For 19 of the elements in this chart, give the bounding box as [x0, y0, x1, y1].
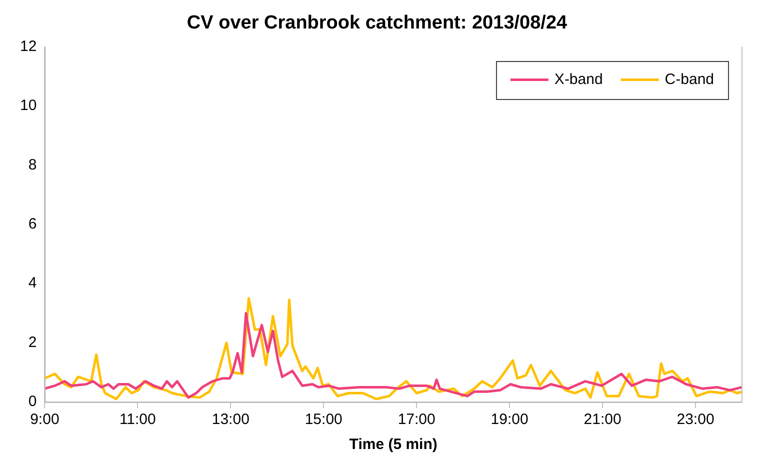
x-tick-label: 13:00: [212, 411, 250, 428]
y-tick-label: 6: [28, 216, 37, 233]
x-tick-label: 17:00: [398, 411, 436, 428]
x-tick-label: 21:00: [584, 411, 622, 428]
x-tick-label: 19:00: [490, 411, 528, 428]
y-tick-label: 12: [20, 38, 37, 55]
legend-label: X-band: [554, 70, 603, 88]
x-axis-title: Time (5 min): [349, 436, 438, 454]
y-tick-label: 8: [28, 156, 37, 174]
y-tick-label: 2: [28, 334, 37, 351]
y-tick-label: 0: [28, 393, 37, 410]
x-tick-label: 15:00: [304, 411, 342, 428]
x-tick-label: 23:00: [676, 411, 714, 428]
legend-label: C-band: [664, 70, 714, 88]
x-tick-label: 11:00: [119, 411, 156, 428]
x-tick-label: 9:00: [30, 411, 60, 428]
y-tick-label: 4: [28, 274, 37, 292]
chart-title: CV over Cranbrook catchment: 2013/08/24: [186, 12, 568, 34]
y-tick-label: 10: [20, 97, 37, 114]
